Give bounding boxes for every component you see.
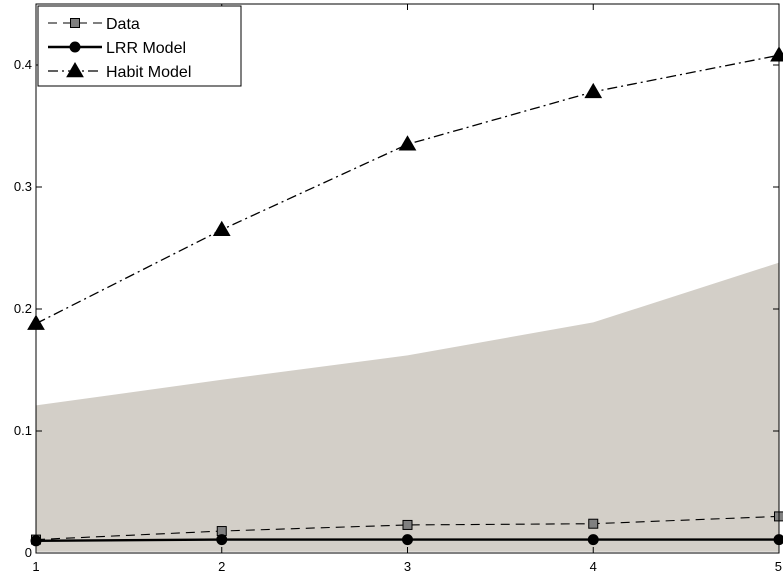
legend: Data LRR Model Habit Model	[37, 5, 242, 87]
legend-marker-lrr-model	[69, 41, 81, 53]
confidence-band	[36, 262, 779, 552]
y-tick-label: 0.1	[14, 423, 32, 438]
y-tick-label: 0	[25, 545, 32, 560]
y-tick-label: 0.3	[14, 179, 32, 194]
y-tick-label: 0.2	[14, 301, 32, 316]
series-line-data	[35, 515, 780, 541]
data-point-data	[402, 519, 413, 530]
data-point-lrr-model	[216, 534, 228, 546]
data-point-habit-model	[398, 135, 417, 151]
x-tick-label: 4	[590, 559, 597, 574]
legend-marker-data	[70, 18, 80, 28]
series-line-habit-model	[35, 54, 780, 325]
legend-label-habit-model: Habit Model	[106, 64, 191, 81]
confidence-band-layer	[36, 262, 779, 552]
data-point-lrr-model	[402, 534, 413, 546]
x-tick-label: 1	[32, 559, 39, 574]
data-point-habit-model	[584, 82, 603, 99]
data-point-habit-model	[212, 220, 231, 236]
legend-marker-habit-model	[66, 62, 84, 78]
x-tick-label: 3	[404, 559, 411, 574]
data-point-lrr-model	[587, 534, 599, 546]
x-tick-label: 2	[218, 559, 225, 574]
tick-layer: 1 2 3 4 5 0 0.1 0.2 0.3 0.4	[14, 4, 782, 574]
x-tick-label: 5	[775, 559, 782, 574]
legend-label-data: Data	[106, 16, 140, 33]
data-point-data	[588, 518, 599, 529]
legend-label-lrr-model: LRR Model	[106, 40, 186, 57]
y-tick-label: 0.4	[14, 57, 32, 72]
